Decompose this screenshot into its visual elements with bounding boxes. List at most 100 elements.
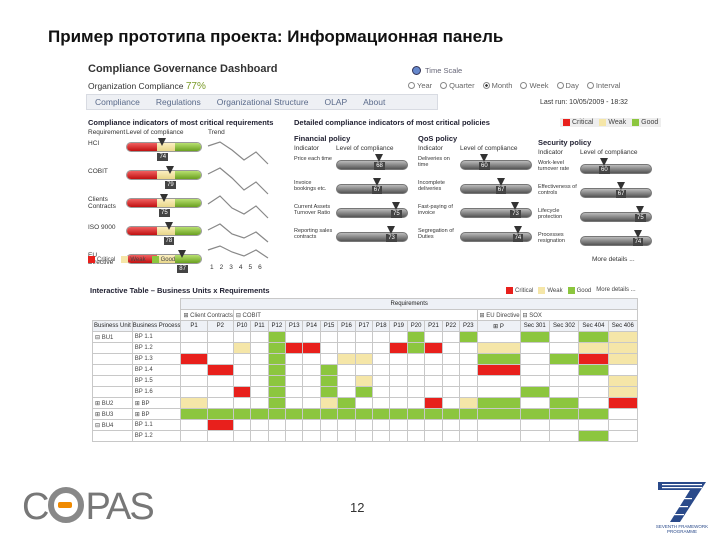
compliance-cell[interactable] bbox=[548, 353, 580, 365]
compliance-cell[interactable] bbox=[424, 397, 443, 409]
requirement-column-header[interactable]: P12 bbox=[267, 320, 287, 332]
compliance-cell[interactable] bbox=[250, 386, 269, 398]
requirement-column-header[interactable]: Sec 301 bbox=[519, 320, 550, 332]
compliance-cell[interactable] bbox=[206, 331, 234, 343]
requirement-column-header[interactable]: P19 bbox=[389, 320, 408, 332]
compliance-cell[interactable] bbox=[476, 430, 521, 442]
compliance-cell[interactable] bbox=[389, 397, 408, 409]
compliance-cell[interactable] bbox=[459, 397, 478, 409]
compliance-cell[interactable] bbox=[578, 331, 609, 343]
compliance-cell[interactable] bbox=[285, 375, 304, 387]
requirement-column-header[interactable]: P16 bbox=[337, 320, 356, 332]
compliance-cell[interactable] bbox=[285, 419, 304, 431]
nav-olap[interactable]: OLAP bbox=[324, 97, 348, 107]
compliance-cell[interactable] bbox=[337, 408, 356, 420]
compliance-cell[interactable] bbox=[232, 408, 252, 420]
compliance-cell[interactable] bbox=[180, 364, 208, 376]
compliance-cell[interactable] bbox=[459, 430, 478, 442]
compliance-cell[interactable] bbox=[250, 331, 269, 343]
compliance-cell[interactable] bbox=[476, 331, 521, 343]
compliance-cell[interactable] bbox=[441, 375, 461, 387]
compliance-cell[interactable] bbox=[372, 397, 391, 409]
requirement-column-header[interactable]: ⊞ P bbox=[476, 320, 521, 332]
compliance-cell[interactable] bbox=[389, 430, 408, 442]
compliance-cell[interactable] bbox=[406, 375, 426, 387]
compliance-cell[interactable] bbox=[441, 342, 461, 354]
business-unit-cell[interactable]: ⊞ BU2 bbox=[92, 397, 133, 409]
business-process-cell[interactable]: BP 1.3 bbox=[131, 353, 182, 365]
compliance-cell[interactable] bbox=[180, 375, 208, 387]
compliance-cell[interactable] bbox=[285, 408, 304, 420]
compliance-cell[interactable] bbox=[285, 397, 304, 409]
business-unit-cell[interactable] bbox=[92, 386, 133, 398]
requirement-group-header[interactable]: ⊟ COBIT bbox=[232, 309, 478, 321]
compliance-cell[interactable] bbox=[424, 331, 443, 343]
compliance-cell[interactable] bbox=[424, 364, 443, 376]
timescale-interval[interactable]: Interval bbox=[586, 81, 620, 90]
compliance-cell[interactable] bbox=[476, 408, 521, 420]
compliance-cell[interactable] bbox=[354, 430, 374, 442]
business-unit-cell[interactable] bbox=[92, 353, 133, 365]
compliance-cell[interactable] bbox=[441, 353, 461, 365]
business-process-cell[interactable]: ⊞ BP bbox=[131, 397, 182, 409]
compliance-cell[interactable] bbox=[285, 331, 304, 343]
business-process-cell[interactable]: BP 1.5 bbox=[131, 375, 182, 387]
requirement-column-header[interactable]: Sec 302 bbox=[548, 320, 580, 332]
compliance-cell[interactable] bbox=[250, 408, 269, 420]
table-more-details-link[interactable]: More details ... bbox=[596, 287, 636, 293]
compliance-cell[interactable] bbox=[441, 386, 461, 398]
compliance-cell[interactable] bbox=[319, 353, 339, 365]
business-process-cell[interactable]: BP 1.1 bbox=[131, 331, 182, 343]
compliance-cell[interactable] bbox=[232, 419, 252, 431]
compliance-cell[interactable] bbox=[441, 331, 461, 343]
compliance-cell[interactable] bbox=[206, 386, 234, 398]
compliance-cell[interactable] bbox=[206, 353, 234, 365]
compliance-cell[interactable] bbox=[180, 386, 208, 398]
compliance-cell[interactable] bbox=[206, 342, 234, 354]
business-process-cell[interactable]: BP 1.1 bbox=[131, 419, 182, 431]
compliance-cell[interactable] bbox=[406, 397, 426, 409]
timescale-quarter[interactable]: Quarter bbox=[440, 81, 475, 90]
compliance-cell[interactable] bbox=[578, 353, 609, 365]
compliance-cell[interactable] bbox=[319, 342, 339, 354]
requirement-group-header[interactable]: ⊞ Client Contracts bbox=[180, 309, 234, 321]
compliance-cell[interactable] bbox=[548, 419, 580, 431]
compliance-cell[interactable] bbox=[319, 364, 339, 376]
nav-about[interactable]: About bbox=[363, 97, 386, 107]
compliance-cell[interactable] bbox=[267, 364, 287, 376]
compliance-cell[interactable] bbox=[354, 386, 374, 398]
compliance-cell[interactable] bbox=[424, 342, 443, 354]
compliance-cell[interactable] bbox=[319, 419, 339, 431]
compliance-cell[interactable] bbox=[459, 364, 478, 376]
compliance-cell[interactable] bbox=[319, 408, 339, 420]
compliance-cell[interactable] bbox=[372, 386, 391, 398]
compliance-cell[interactable] bbox=[519, 375, 550, 387]
compliance-cell[interactable] bbox=[354, 342, 374, 354]
compliance-cell[interactable] bbox=[180, 408, 208, 420]
nav-organizational-structure[interactable]: Organizational Structure bbox=[216, 97, 309, 107]
compliance-cell[interactable] bbox=[548, 430, 580, 442]
nav-compliance[interactable]: Compliance bbox=[95, 97, 140, 107]
requirement-column-header[interactable]: P21 bbox=[424, 320, 443, 332]
compliance-cell[interactable] bbox=[354, 353, 374, 365]
compliance-cell[interactable] bbox=[337, 430, 356, 442]
compliance-cell[interactable] bbox=[180, 353, 208, 365]
compliance-cell[interactable] bbox=[372, 375, 391, 387]
compliance-cell[interactable] bbox=[302, 419, 321, 431]
compliance-cell[interactable] bbox=[548, 331, 580, 343]
compliance-cell[interactable] bbox=[578, 430, 609, 442]
compliance-cell[interactable] bbox=[578, 419, 609, 431]
compliance-cell[interactable] bbox=[406, 408, 426, 420]
compliance-cell[interactable] bbox=[232, 430, 252, 442]
compliance-cell[interactable] bbox=[232, 364, 252, 376]
business-process-cell[interactable]: ⊞ BP bbox=[131, 408, 182, 420]
business-unit-cell[interactable] bbox=[92, 342, 133, 354]
compliance-cell[interactable] bbox=[302, 331, 321, 343]
compliance-cell[interactable] bbox=[578, 375, 609, 387]
compliance-cell[interactable] bbox=[267, 430, 287, 442]
compliance-cell[interactable] bbox=[232, 342, 252, 354]
requirement-column-header[interactable]: P1 bbox=[180, 320, 208, 332]
compliance-cell[interactable] bbox=[180, 342, 208, 354]
requirement-column-header[interactable]: Sec 404 bbox=[578, 320, 609, 332]
compliance-cell[interactable] bbox=[302, 397, 321, 409]
